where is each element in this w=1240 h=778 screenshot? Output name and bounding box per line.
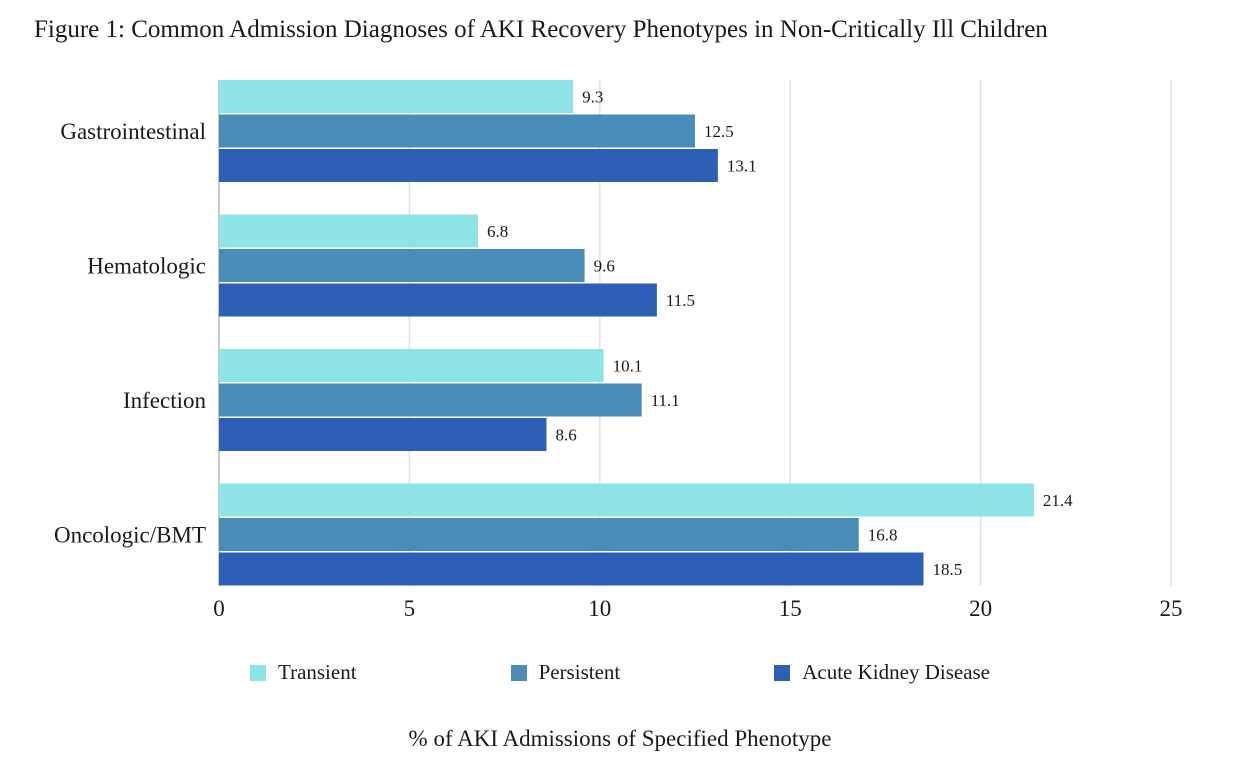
data-label-oncologic-bmt-persistent: 16.8 — [868, 526, 898, 545]
x-tick-label-0: 0 — [213, 596, 225, 621]
bar-gastrointestinal-acute-kidney-disease — [219, 149, 718, 182]
bar-hematologic-transient — [219, 214, 478, 248]
legend-label-transient: Transient — [277, 660, 357, 684]
chart-title: Figure 1: Common Admission Diagnoses of … — [34, 16, 1048, 43]
category-label-hematologic: Hematologic — [87, 254, 206, 279]
category-label-gastrointestinal: Gastrointestinal — [60, 119, 206, 144]
data-label-gastrointestinal-persistent: 12.5 — [704, 122, 734, 141]
x-tick-label-25: 25 — [1160, 596, 1183, 621]
data-label-oncologic-bmt-acute-kidney-disease: 18.5 — [932, 560, 962, 579]
data-label-infection-acute-kidney-disease: 8.6 — [555, 426, 576, 445]
x-tick-label-15: 15 — [779, 596, 802, 621]
data-label-hematologic-acute-kidney-disease: 11.5 — [666, 291, 695, 310]
legend-swatch-transient — [249, 664, 266, 681]
bar-oncologic-bmt-acute-kidney-disease — [219, 552, 924, 586]
data-label-infection-persistent: 11.1 — [651, 391, 680, 410]
category-label-infection: Infection — [123, 388, 207, 413]
data-label-hematologic-persistent: 9.6 — [594, 257, 615, 276]
data-label-oncologic-bmt-transient: 21.4 — [1043, 491, 1073, 510]
bar-oncologic-bmt-transient — [219, 483, 1034, 517]
data-label-hematologic-transient: 6.8 — [487, 222, 508, 241]
bar-gastrointestinal-persistent — [219, 114, 695, 148]
x-tick-label-20: 20 — [969, 596, 992, 621]
data-label-gastrointestinal-acute-kidney-disease: 13.1 — [727, 157, 757, 176]
bar-infection-acute-kidney-disease — [219, 418, 547, 451]
data-labels: 9.3 12.5 13.1 6.8 9.6 11.5 10.1 11.1 8.6 21.4 16.8… — [487, 88, 1073, 580]
legend-item-persistent: Persistent — [391, 660, 621, 685]
x-tick-label-5: 5 — [404, 596, 416, 621]
x-tick-label-10: 10 — [588, 596, 611, 621]
x-axis-label: % of AKI Admissions of Specified Phenoty… — [408, 726, 832, 751]
legend-item-acute-kidney-disease: Acute Kidney Disease — [654, 660, 990, 685]
bar-hematologic-persistent — [219, 249, 585, 282]
legend-label-acute-kidney-disease: Acute Kidney Disease — [802, 660, 991, 684]
bars — [219, 80, 1034, 586]
bar-infection-persistent — [219, 383, 642, 417]
data-label-infection-transient: 10.1 — [613, 357, 643, 376]
bar-hematologic-acute-kidney-disease — [219, 283, 657, 317]
category-labels: Gastrointestinal Hematologic Infection Onco… — [54, 119, 207, 548]
bar-gastrointestinal-transient — [219, 80, 574, 113]
legend-swatch-acute-kidney-disease — [774, 664, 791, 681]
data-label-gastrointestinal-transient: 9.3 — [582, 88, 603, 107]
legend-swatch-persistent — [510, 664, 527, 681]
legend-item-transient: Transient — [249, 660, 357, 685]
legend: Transient Persistent Acute Kidney Diseas… — [0, 660, 1240, 685]
x-tick-labels: 0 5 10 15 20 25 — [213, 596, 1182, 621]
bar-oncologic-bmt-persistent — [219, 518, 859, 551]
category-label-oncologic-bmt: Oncologic/BMT — [54, 523, 206, 548]
bar-chart: 9.3 12.5 13.1 6.8 9.6 11.5 10.1 11.1 8.6 21.4 16.8… — [54, 80, 1183, 621]
bar-infection-transient — [219, 349, 604, 382]
legend-label-persistent: Persistent — [538, 660, 621, 684]
